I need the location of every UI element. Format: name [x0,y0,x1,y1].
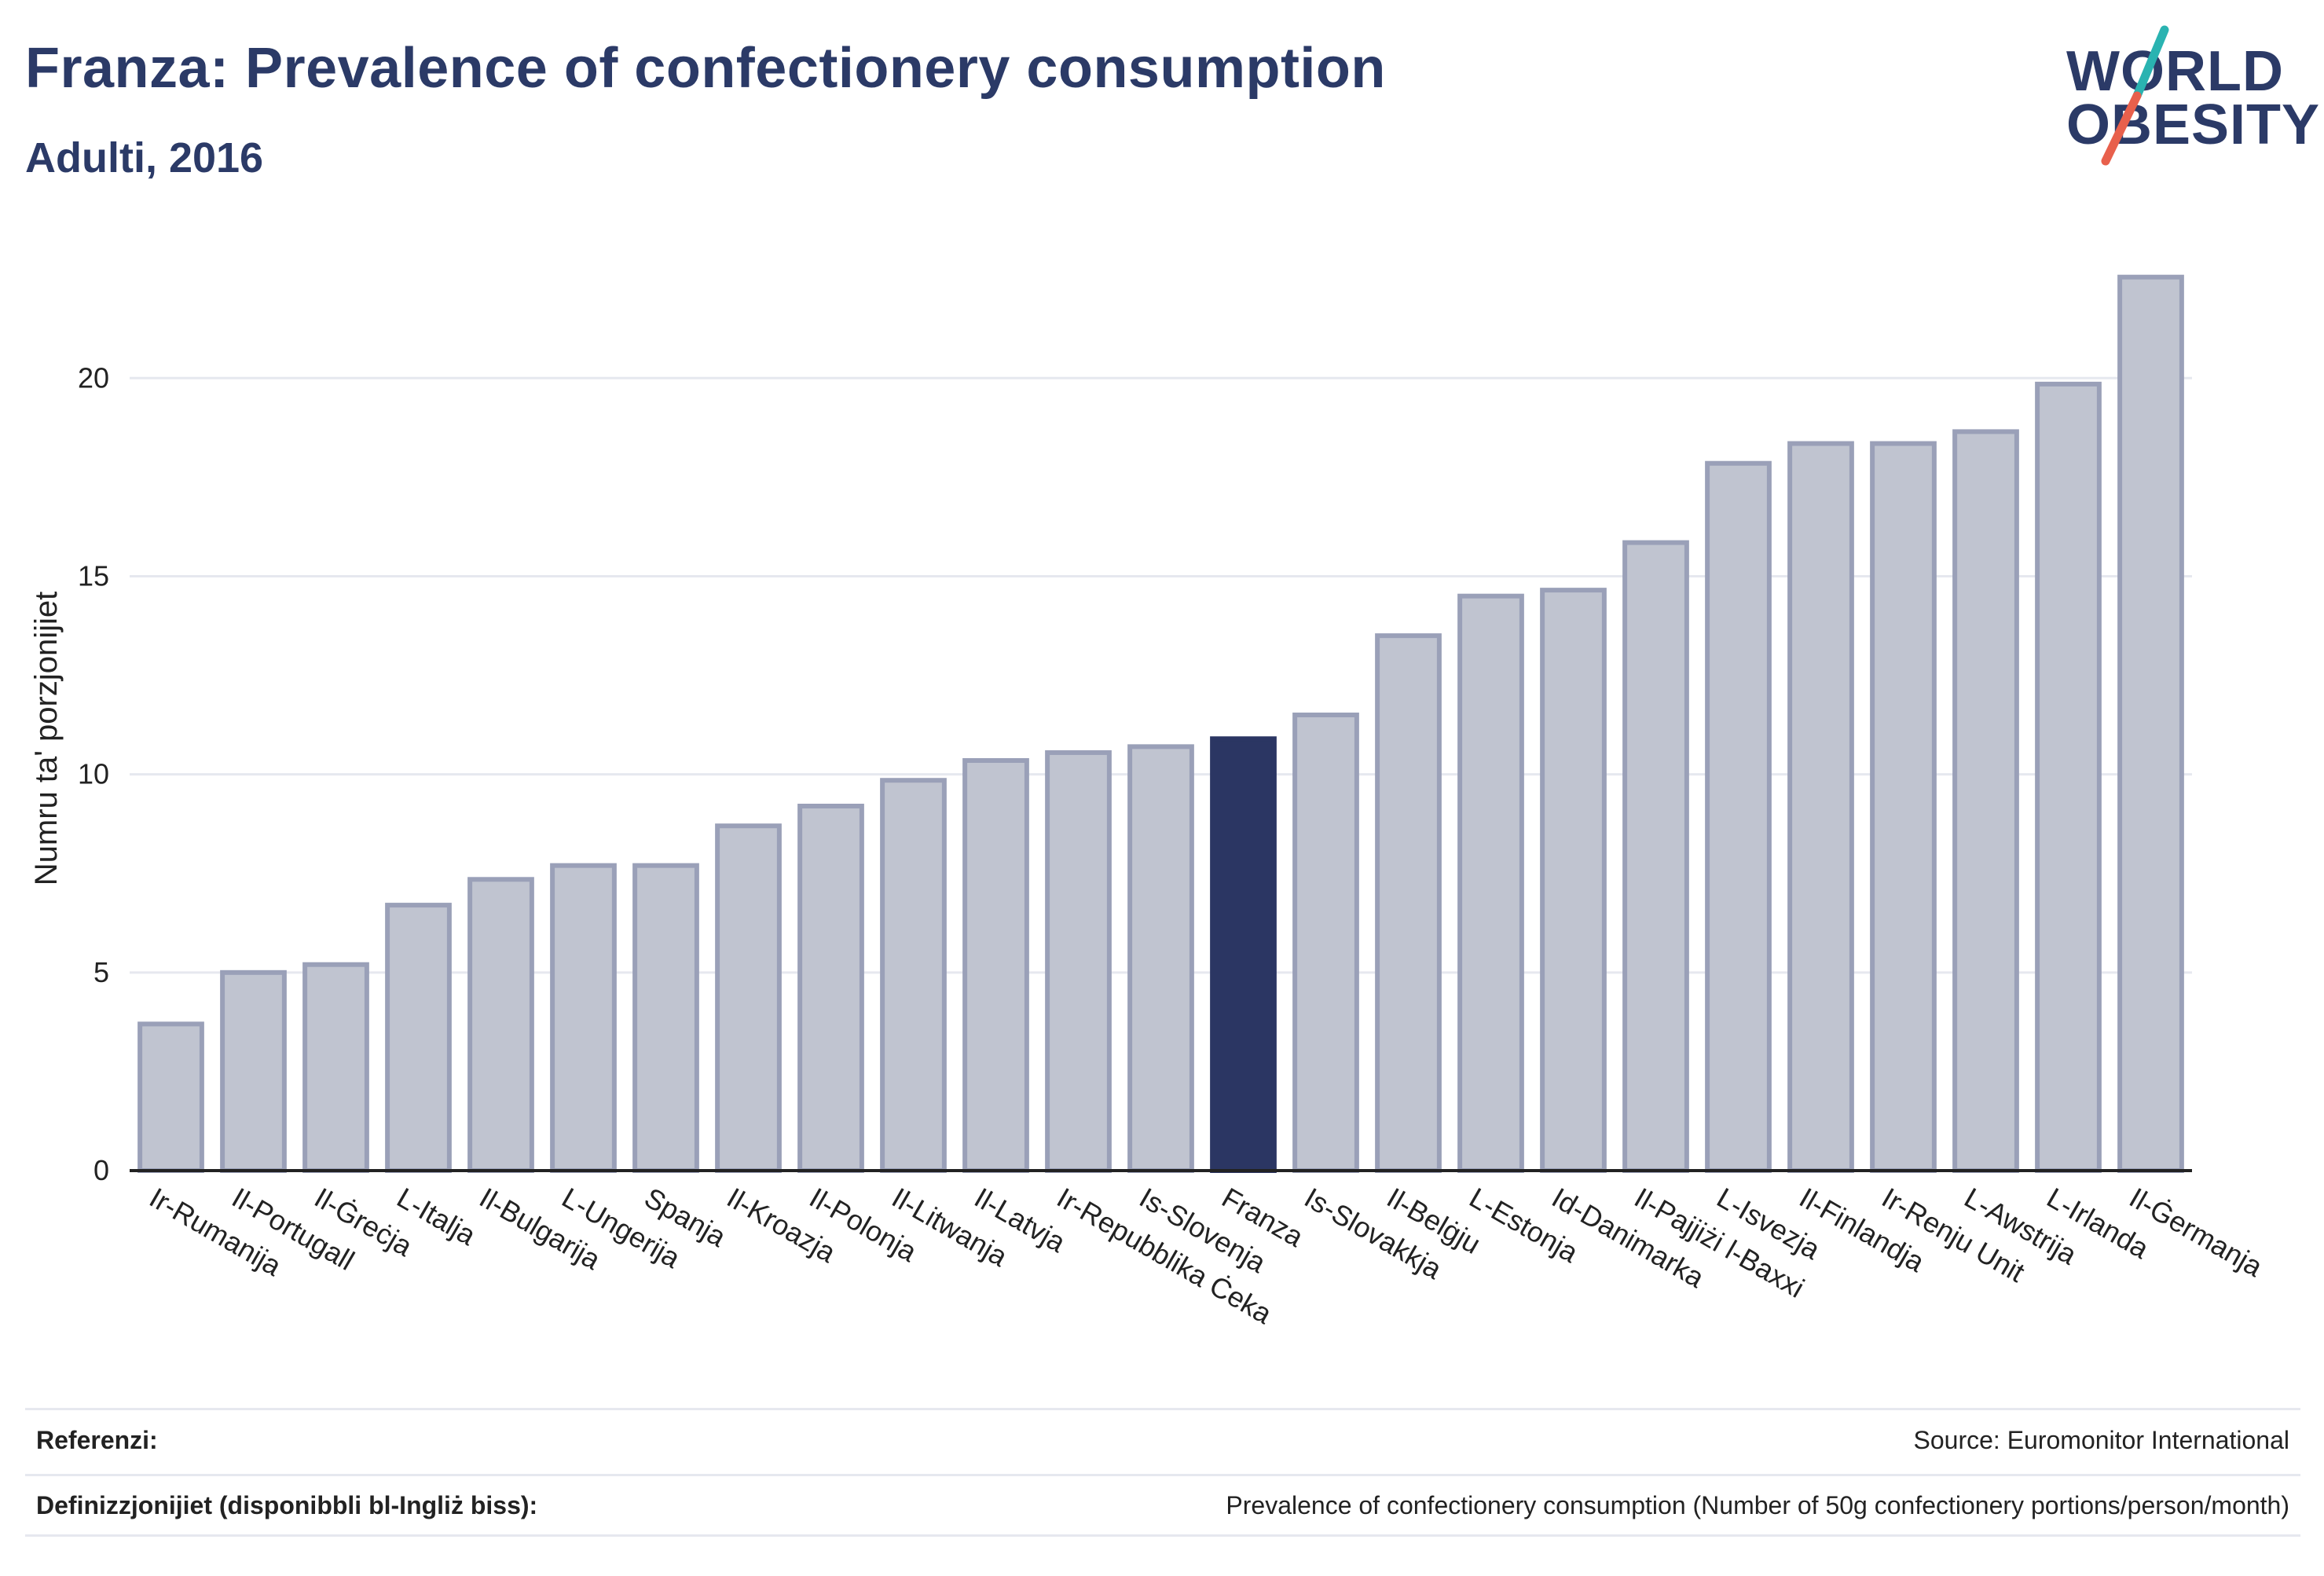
chart-subtitle: Adulti, 2016 [25,134,264,181]
bar-l-awstrija [1952,429,2019,1173]
y-tick-label: 20 [78,361,109,394]
y-axis-label: Numru ta' porzjonijiet [29,592,64,885]
references-label: Referenzi: [36,1426,158,1454]
bar-ir-renju-unit [1870,441,1937,1173]
bar-il-polonja [797,804,864,1173]
y-tick-label: 5 [93,956,109,988]
bar-il-bulgarija [467,877,534,1173]
bar-is-slovakkja [1292,713,1359,1173]
chart-title: Franza: Prevalence of confectionery cons… [25,37,1386,100]
definitions-label: Definizzjonijiet (disponibbli bl-Ingliż … [36,1490,538,1519]
y-tick-label: 0 [93,1154,109,1186]
bar-l-ungerija [550,863,617,1174]
references-row: Referenzi: Source: Euromonitor Internati… [25,1408,2300,1471]
bar-il-kroazja [715,823,782,1174]
logo-slash-icon [2101,25,2169,166]
bar-l-italja [385,903,452,1173]
bar-franza [1210,736,1277,1173]
bar-spanja [632,863,699,1174]
bar-il-re-ja [302,962,369,1173]
definitions-row: Definizzjonijiet (disponibbli bl-Ingliż … [25,1474,2300,1537]
bar-l-irlanda [2035,381,2102,1173]
bar-ir-repubblika-eka [1045,750,1112,1173]
bar-ir-rumanija [137,1021,204,1174]
logo-line-world: WORLD [2066,40,2284,103]
bar-l-estonja [1457,593,1524,1173]
bar-il-latvja [962,758,1029,1173]
bar-id-danimarka [1540,588,1607,1173]
y-tick-label: 10 [78,758,109,790]
references-value: Source: Euromonitor International [1913,1426,2289,1454]
bar-il-bel-ju [1375,633,1442,1173]
bars [137,274,2184,1174]
bar-il-finlandja [1787,441,1854,1173]
y-tick-label: 15 [78,559,109,592]
bar-il-ermanja [2117,274,2184,1173]
bar-l-isvezja [1705,460,1772,1173]
bar-il-litwanja [880,778,947,1174]
bar-il-portugall [220,969,287,1173]
world-obesity-logo: WORLD OBESITY [2043,24,2319,173]
definitions-value: Prevalence of confectionery consumption … [1226,1490,2289,1519]
bar-is-slovenja [1127,744,1194,1173]
bar-il-pajji-i-l-baxxi [1622,540,1689,1173]
